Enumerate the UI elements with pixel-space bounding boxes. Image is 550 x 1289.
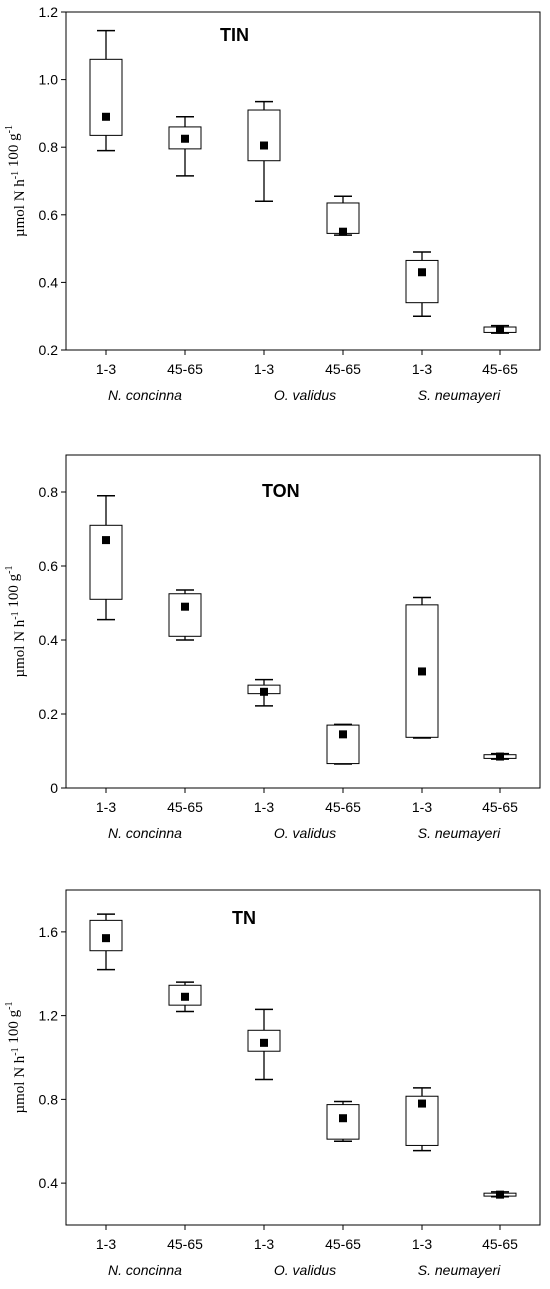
panel-title: TN <box>232 908 256 928</box>
plot-frame <box>65 889 541 1226</box>
box-5 <box>405 251 439 317</box>
y-tick-label: 1.2 <box>39 4 59 20</box>
y-tick-label: 0 <box>50 780 58 796</box>
box-4 <box>326 195 360 236</box>
box-2 <box>168 981 202 1013</box>
center-marker <box>339 730 347 739</box>
center-marker <box>181 992 189 1001</box>
x-tick-label: 45-65 <box>325 799 361 815</box>
x-tick-label: 45-65 <box>482 1236 518 1252</box>
group-label: S. neumayeri <box>418 1262 501 1278</box>
y-tick-label: 0.8 <box>39 484 59 500</box>
panel-tin: TIN 0.2 0.4 0.6 0.8 1.0 1.2 1-3 45-65 1-3 45-65 1-3… <box>4 4 541 403</box>
center-marker <box>102 536 110 545</box>
y-tick-label: 0.6 <box>39 558 59 574</box>
y-axis-label: µmol N h-1 100 g-1 <box>4 125 28 237</box>
center-marker <box>496 1190 504 1199</box>
group-label: S. neumayeri <box>418 387 501 403</box>
x-tick-label: 1-3 <box>96 1236 116 1252</box>
box-rect <box>168 593 202 637</box>
panel-ton: TON 0 0.2 0.4 0.6 0.8 1-3 45-65 1-3 45-65 1-3 45-65… <box>4 454 541 841</box>
box-6 <box>483 1190 517 1199</box>
box-1 <box>89 29 123 152</box>
box-rect <box>405 259 439 304</box>
box-5 <box>405 596 439 739</box>
box-rect <box>247 109 281 162</box>
center-marker <box>260 1038 268 1047</box>
x-tick-label: 45-65 <box>167 799 203 815</box>
center-marker <box>181 134 189 143</box>
x-tick-label: 1-3 <box>96 799 116 815</box>
x-tick-label: 1-3 <box>412 1236 432 1252</box>
group-label: O. validus <box>274 825 336 841</box>
box-1 <box>89 494 123 621</box>
x-tick-label: 45-65 <box>167 1236 203 1252</box>
x-tick-label: 45-65 <box>167 361 203 377</box>
panel-tn: TN 0.4 0.8 1.2 1.6 1-3 45-65 1-3 45-65 1-3 45-65 N.… <box>4 889 541 1278</box>
center-marker <box>418 667 426 676</box>
x-tick-label: 1-3 <box>96 361 116 377</box>
group-label: S. neumayeri <box>418 825 501 841</box>
box-3 <box>247 100 281 203</box>
group-label: O. validus <box>274 1262 336 1278</box>
panel-title: TIN <box>220 25 249 45</box>
center-marker <box>102 934 110 943</box>
y-axis-label: µmol N h-1 100 g-1 <box>4 566 28 678</box>
center-marker <box>181 602 189 611</box>
x-tick-label: 1-3 <box>254 361 274 377</box>
plot-frame <box>65 11 541 351</box>
y-tick-label: 0.8 <box>39 1091 59 1107</box>
center-marker <box>102 112 110 121</box>
box-rect <box>89 58 123 136</box>
box-2 <box>168 589 202 641</box>
y-tick-label: 1.0 <box>39 72 59 88</box>
y-tick-label: 0.6 <box>39 207 59 223</box>
box-6 <box>483 324 517 334</box>
y-tick-label: 0.2 <box>39 706 59 722</box>
center-marker <box>496 325 504 334</box>
box-3 <box>247 1008 281 1081</box>
box-4 <box>326 1100 360 1142</box>
x-tick-label: 45-65 <box>325 361 361 377</box>
x-tick-label: 1-3 <box>254 1236 274 1252</box>
center-marker <box>496 752 504 761</box>
y-tick-label: 0.8 <box>39 139 59 155</box>
x-tick-label: 1-3 <box>254 799 274 815</box>
x-tick-label: 1-3 <box>412 799 432 815</box>
y-tick-label: 1.2 <box>39 1008 59 1024</box>
y-axis-label: µmol N h-1 100 g-1 <box>4 1002 28 1114</box>
x-tick-label: 45-65 <box>482 361 518 377</box>
center-marker <box>339 1114 347 1123</box>
y-tick-label: 0.4 <box>39 632 59 648</box>
group-label: N. concinna <box>108 1262 182 1278</box>
group-label: N. concinna <box>108 825 182 841</box>
box-4 <box>326 723 360 765</box>
panel-title: TON <box>262 481 300 501</box>
center-marker <box>418 268 426 277</box>
x-tick-label: 1-3 <box>412 361 432 377</box>
y-tick-label: 0.2 <box>39 342 59 358</box>
box-3 <box>247 678 281 707</box>
y-tick-label: 1.6 <box>39 924 59 940</box>
center-marker <box>260 687 268 696</box>
group-label: N. concinna <box>108 387 182 403</box>
box-1 <box>89 913 123 971</box>
box-2 <box>168 116 202 177</box>
center-marker <box>260 141 268 150</box>
center-marker <box>339 227 347 236</box>
plot-frame <box>65 454 541 789</box>
y-tick-label: 0.4 <box>39 274 59 290</box>
box-5 <box>405 1087 439 1152</box>
box-6 <box>483 752 517 761</box>
x-tick-label: 45-65 <box>482 799 518 815</box>
x-tick-label: 45-65 <box>325 1236 361 1252</box>
y-tick-label: 0.4 <box>39 1175 59 1191</box>
center-marker <box>418 1099 426 1108</box>
group-label: O. validus <box>274 387 336 403</box>
